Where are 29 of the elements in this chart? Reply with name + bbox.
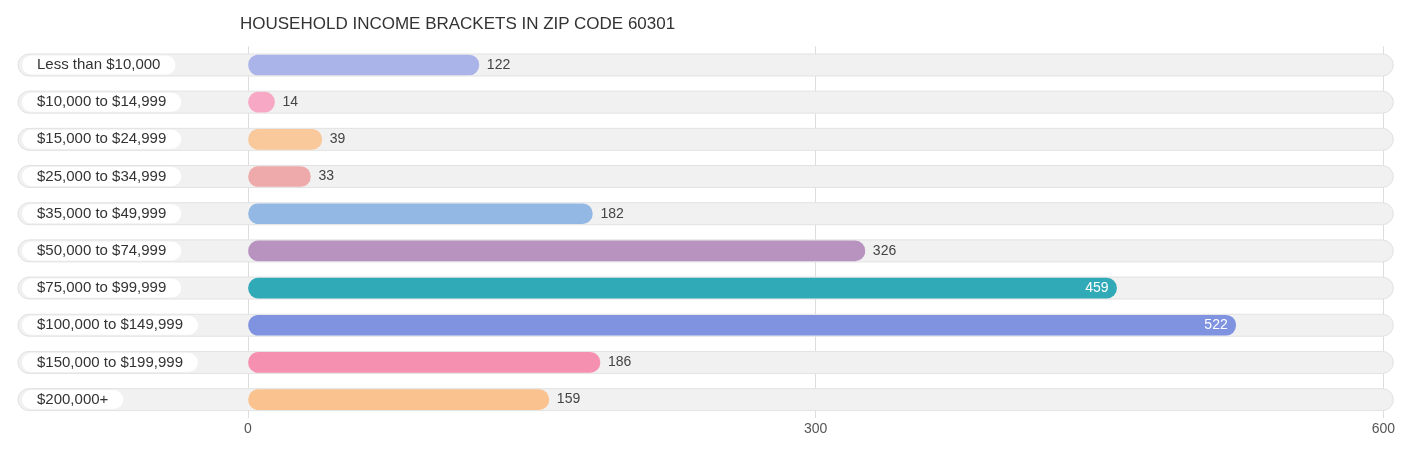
data-label: 522 xyxy=(1204,316,1228,333)
data-label: 182 xyxy=(600,204,624,221)
y-tick-label: $50,000 to $74,999 xyxy=(37,241,167,259)
data-label: 33 xyxy=(318,167,335,184)
data-label: 159 xyxy=(556,390,581,407)
chart-title: HOUSEHOLD INCOME BRACKETS IN ZIP CODE 60301 xyxy=(240,13,676,33)
y-tick-label: $100,000 to $149,999 xyxy=(37,315,183,333)
data-label: 39 xyxy=(329,130,346,147)
y-tick-label: $200,000+ xyxy=(37,389,109,407)
bar xyxy=(248,203,593,225)
y-tick-label: $25,000 to $34,999 xyxy=(37,166,167,184)
data-label: 326 xyxy=(872,241,897,258)
x-tick-label: 300 xyxy=(803,420,828,437)
y-tick-label: $75,000 to $99,999 xyxy=(37,278,167,296)
bar xyxy=(248,352,601,373)
y-tick-label: $35,000 to $49,999 xyxy=(37,203,167,221)
x-tick-label: 600 xyxy=(1371,420,1396,437)
data-label: 186 xyxy=(607,353,632,370)
x-tick-label: 0 xyxy=(244,420,253,437)
y-tick-label: $10,000 to $14,999 xyxy=(37,92,167,110)
y-tick-label: $15,000 to $24,999 xyxy=(37,129,167,147)
data-label: 122 xyxy=(486,55,511,72)
bar xyxy=(248,129,323,150)
data-label: 14 xyxy=(282,93,299,110)
y-tick-label: $150,000 to $199,999 xyxy=(37,352,183,370)
bar xyxy=(248,54,480,76)
data-label: 459 xyxy=(1085,278,1109,295)
y-tick-label: Less than $10,000 xyxy=(37,55,161,73)
bar xyxy=(248,389,550,410)
